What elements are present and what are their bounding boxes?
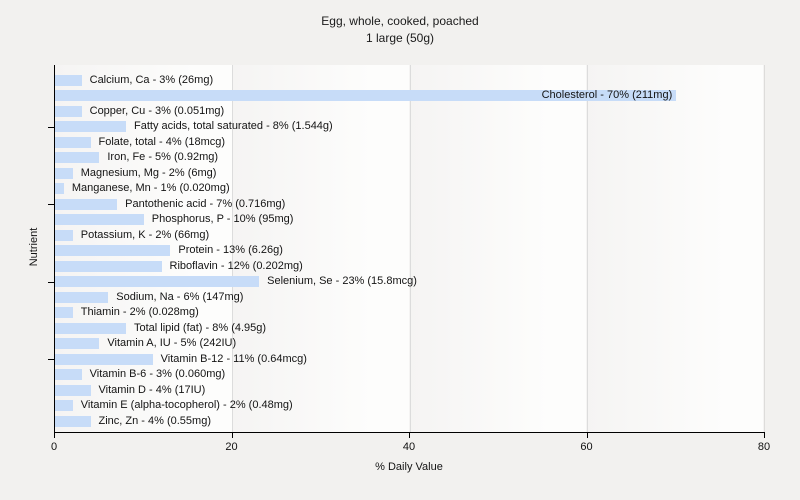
bar-row: Potassium, K - 2% (66mg) (55, 228, 765, 241)
x-axis-tick-label-0: 0 (50, 441, 58, 453)
bar (55, 105, 82, 117)
gridline-60 (587, 65, 588, 432)
bar (55, 198, 118, 210)
y-axis-tick (48, 204, 54, 205)
bar-label: Vitamin E (alpha-tocopherol) - 2% (0.48m… (80, 399, 293, 411)
bar-row: Vitamin A, IU - 5% (242IU) (55, 338, 765, 349)
bar-row: Vitamin B-6 - 3% (0.060mg) (55, 369, 765, 380)
bar-row: Calcium, Ca - 3% (26mg) (55, 73, 765, 86)
bar-label: Manganese, Mn - 1% (0.020mg) (71, 182, 230, 194)
plot-area: Calcium, Ca - 3% (26mg) Cholesterol - 70%… (54, 65, 765, 433)
bar-row: Folate, total - 4% (18mcg) (55, 135, 765, 148)
bar (55, 214, 144, 225)
bar (55, 400, 73, 411)
bar-label: Potassium, K - 2% (66mg) (80, 228, 210, 241)
chart-subtitle: 1 large (50g) (365, 31, 435, 45)
bar-row: Manganese, Mn - 1% (0.020mg) (55, 183, 765, 194)
bar-label: Vitamin B-6 - 3% (0.060mg) (89, 368, 226, 380)
plot-right-edge (764, 65, 765, 432)
bar-row: Vitamin D - 4% (17IU) (55, 383, 765, 396)
bar (55, 152, 100, 163)
bar-row: Selenium, Se - 23% (15.8mcg) (55, 276, 765, 287)
bar-label: Cholesterol - 70% (211mg) (541, 89, 673, 101)
bar-row: Riboflavin - 12% (0.202mg) (55, 259, 765, 272)
bar-label: Total lipid (fat) - 8% (4.95g) (134, 321, 267, 334)
bar-label: Zinc, Zn - 4% (0.55mg) (98, 414, 211, 427)
bar-label: Fatty acids, total saturated - 8% (1.544… (134, 120, 333, 132)
bar (55, 353, 153, 365)
bar-row: Thiamin - 2% (0.028mg) (55, 307, 765, 318)
bar-row: Protein - 13% (6.26g) (55, 245, 765, 256)
bar (55, 322, 126, 334)
bar-label: Copper, Cu - 3% (0.051mg) (89, 104, 225, 117)
y-axis-tick (48, 281, 54, 283)
x-axis-label: % Daily Value (375, 461, 443, 473)
bar-label: Sodium, Na - 6% (147mg) (116, 290, 244, 303)
bar-label: Phosphorus, P - 10% (95mg) (151, 213, 294, 225)
bar-row: Cholesterol - 70% (211mg) (55, 90, 765, 101)
chart-title: Egg, whole, cooked, poached (321, 14, 479, 28)
bar (55, 369, 82, 380)
bar-label: Vitamin D - 4% (17IU) (98, 383, 206, 396)
bar-label: Iron, Fe - 5% (0.92mg) (107, 151, 219, 163)
bar (55, 121, 126, 132)
bar (55, 415, 91, 427)
bar (55, 74, 82, 86)
gridline-40 (409, 65, 411, 432)
bar (55, 229, 73, 241)
bar-row: Sodium, Na - 6% (147mg) (55, 290, 765, 303)
bar (55, 384, 91, 396)
bar-label: Calcium, Ca - 3% (26mg) (89, 73, 214, 86)
x-axis-tick-80 (764, 433, 765, 438)
x-axis-tick-40 (409, 433, 410, 438)
bar-label: Pantothenic acid - 7% (0.716mg) (125, 197, 286, 210)
bar (55, 183, 64, 194)
bar (55, 338, 100, 349)
bar (55, 136, 91, 148)
bar-row: Copper, Cu - 3% (0.051mg) (55, 104, 765, 117)
bar-label: Vitamin A, IU - 5% (242IU) (107, 337, 237, 349)
bar (55, 245, 171, 256)
bar (55, 260, 162, 272)
bar-row: Vitamin B-12 - 11% (0.64mcg) (55, 352, 765, 365)
bar (55, 167, 73, 179)
x-axis-tick-20 (231, 433, 233, 438)
x-axis-tick-60 (586, 433, 588, 438)
x-axis-tick-label-20: 20 (225, 441, 238, 453)
x-axis-tick-label-60: 60 (580, 441, 593, 453)
bar-row: Iron, Fe - 5% (0.92mg) (55, 152, 765, 163)
bar (55, 291, 109, 303)
bar-row: Fatty acids, total saturated - 8% (1.544… (55, 121, 765, 132)
bar-label: Thiamin - 2% (0.028mg) (80, 306, 199, 318)
bar-row: Phosphorus, P - 10% (95mg) (55, 214, 765, 225)
bar-row: Total lipid (fat) - 8% (4.95g) (55, 321, 765, 334)
bar-label: Riboflavin - 12% (0.202mg) (169, 259, 303, 272)
x-axis-tick-label-80: 80 (757, 441, 771, 453)
bar (55, 307, 73, 318)
bar-row: Pantothenic acid - 7% (0.716mg) (55, 197, 765, 210)
bar (55, 90, 677, 101)
x-axis-tick-0 (54, 433, 55, 438)
gridline-20 (232, 65, 233, 432)
bar-label: Vitamin B-12 - 11% (0.64mcg) (160, 352, 307, 365)
y-axis-tick (48, 359, 54, 360)
bar (55, 276, 260, 287)
x-axis-tick-label-40: 40 (402, 441, 416, 453)
bar-label: Selenium, Se - 23% (15.8mcg) (267, 275, 417, 287)
bar-row: Zinc, Zn - 4% (0.55mg) (55, 414, 765, 427)
bar-label: Protein - 13% (6.26g) (178, 244, 283, 256)
bar-row: Vitamin E (alpha-tocopherol) - 2% (0.48m… (55, 400, 765, 411)
bar-row: Magnesium, Mg - 2% (6mg) (55, 166, 765, 179)
bar-label: Magnesium, Mg - 2% (6mg) (80, 166, 217, 179)
bar-label: Folate, total - 4% (18mcg) (98, 135, 226, 148)
y-axis-tick (48, 126, 54, 128)
y-axis-label: Nutrient (28, 227, 40, 267)
